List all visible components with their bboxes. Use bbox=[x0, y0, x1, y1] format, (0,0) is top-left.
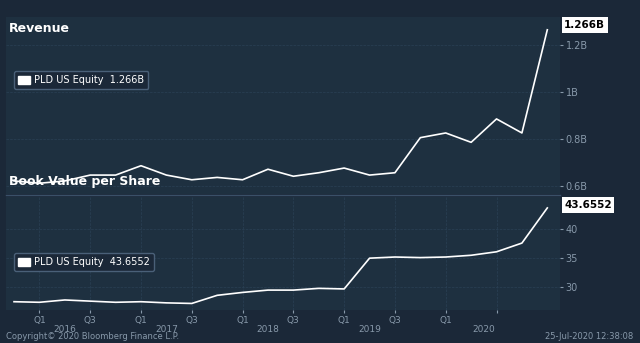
Text: 2017: 2017 bbox=[155, 325, 178, 334]
Text: 25-Jul-2020 12:38:08: 25-Jul-2020 12:38:08 bbox=[545, 332, 634, 341]
Text: Book Value per Share: Book Value per Share bbox=[9, 175, 161, 188]
Text: 2018: 2018 bbox=[257, 325, 280, 334]
Legend: PLD US Equity  43.6552: PLD US Equity 43.6552 bbox=[14, 253, 154, 271]
Text: Revenue: Revenue bbox=[9, 22, 70, 35]
Text: 2016: 2016 bbox=[53, 325, 76, 334]
Text: 2019: 2019 bbox=[358, 325, 381, 334]
Text: 43.6552: 43.6552 bbox=[564, 200, 612, 210]
Text: 2020: 2020 bbox=[472, 325, 495, 334]
Text: Copyright© 2020 Bloomberg Finance L.P.: Copyright© 2020 Bloomberg Finance L.P. bbox=[6, 332, 180, 341]
Text: 1.266B: 1.266B bbox=[564, 20, 605, 30]
Legend: PLD US Equity  1.266B: PLD US Equity 1.266B bbox=[14, 71, 148, 89]
